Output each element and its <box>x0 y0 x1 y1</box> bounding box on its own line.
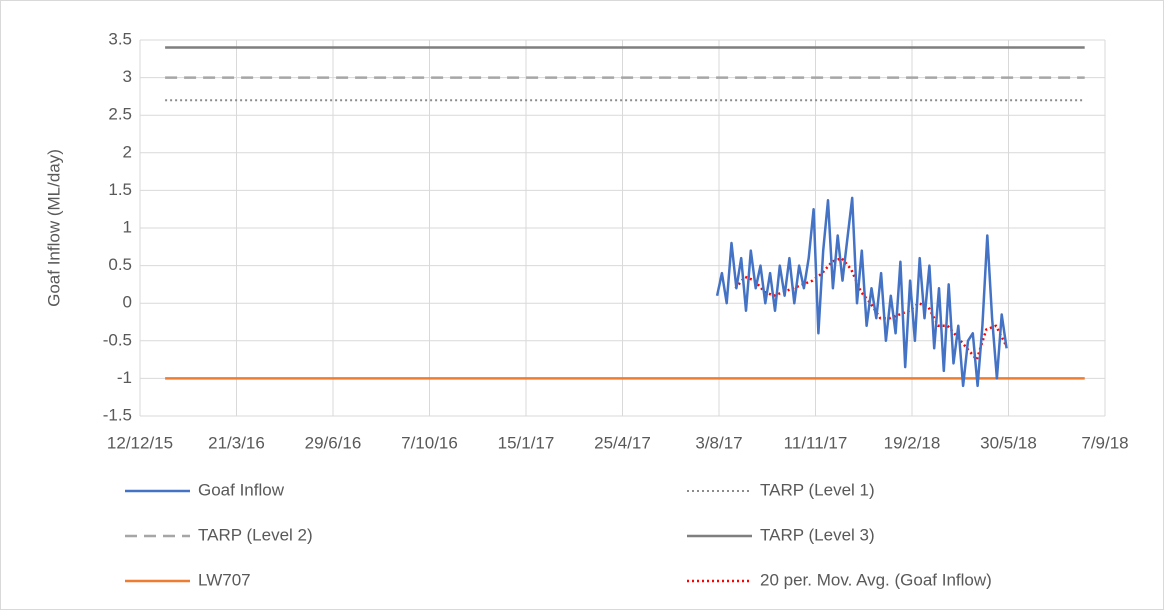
legend-label: TARP (Level 2) <box>198 525 313 544</box>
x-tick-label: 29/6/16 <box>305 433 362 452</box>
y-tick-label: 3.5 <box>108 29 132 48</box>
x-tick-label: 12/12/15 <box>107 433 173 452</box>
y-tick-label: 3 <box>123 67 132 86</box>
x-tick-label: 25/4/17 <box>594 433 651 452</box>
x-tick-label: 30/5/18 <box>980 433 1037 452</box>
legend-label: TARP (Level 1) <box>760 480 875 499</box>
legend-label: LW707 <box>198 570 251 589</box>
x-tick-label: 7/10/16 <box>401 433 458 452</box>
y-tick-label: 1.5 <box>108 180 132 199</box>
y-axis-label: Goaf Inflow (ML/day) <box>44 149 63 307</box>
legend-label: 20 per. Mov. Avg. (Goaf Inflow) <box>760 570 992 589</box>
y-tick-label: -0.5 <box>103 330 132 349</box>
legend-label: Goaf Inflow <box>198 480 285 499</box>
x-tick-label: 11/11/17 <box>784 433 848 452</box>
y-tick-label: -1 <box>117 368 132 387</box>
x-tick-label: 21/3/16 <box>208 433 265 452</box>
x-tick-label: 7/9/18 <box>1081 433 1128 452</box>
x-tick-label: 3/8/17 <box>695 433 742 452</box>
y-tick-label: 2.5 <box>108 105 132 124</box>
series-line <box>715 196 1008 388</box>
y-tick-label: -1.5 <box>103 405 132 424</box>
x-tick-label: 15/1/17 <box>498 433 555 452</box>
x-tick-label: 19/2/18 <box>884 433 941 452</box>
y-tick-label: 2 <box>123 142 132 161</box>
legend-label: TARP (Level 3) <box>760 525 875 544</box>
y-tick-label: 0.5 <box>108 255 132 274</box>
y-tick-label: 0 <box>123 293 132 312</box>
y-tick-label: 1 <box>123 217 132 236</box>
